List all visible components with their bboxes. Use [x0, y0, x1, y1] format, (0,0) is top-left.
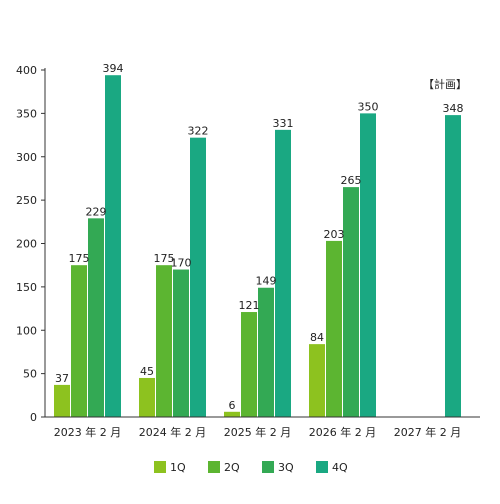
bar — [258, 287, 274, 417]
data-label: 37 — [55, 372, 69, 385]
bar — [343, 187, 359, 417]
bar — [173, 269, 189, 417]
y-tick-label: 0 — [30, 411, 37, 424]
data-label: 170 — [171, 257, 192, 270]
bar — [54, 384, 70, 417]
data-label: 348 — [443, 102, 464, 115]
bar — [326, 240, 342, 417]
data-label: 331 — [273, 117, 294, 130]
bar — [360, 113, 376, 417]
bar — [241, 312, 257, 417]
legend-label: 2Q — [224, 461, 240, 474]
legend-label: 4Q — [332, 461, 348, 474]
x-axis: 2023 年 2 月 2024 年 2 月 2025 年 2 月 2026 年 2 月… — [45, 416, 480, 439]
y-tick-label: 350 — [16, 107, 37, 120]
y-tick-label: 400 — [16, 64, 37, 77]
y-tick-label: 200 — [16, 238, 37, 251]
y-axis: 0 50 100 150 200 250 300 350 400 — [16, 64, 46, 424]
data-label: 175 — [69, 252, 90, 265]
annotation-label: 【計画】 — [423, 77, 467, 91]
bar — [139, 377, 155, 417]
y-tick-label: 150 — [16, 281, 37, 294]
bars — [54, 75, 461, 418]
bar — [224, 411, 240, 417]
data-label: 350 — [358, 100, 379, 113]
legend-swatch — [154, 461, 166, 473]
data-label: 84 — [310, 331, 324, 344]
x-tick-label: 2023 年 2 月 — [54, 425, 121, 439]
data-label: 149 — [256, 275, 277, 288]
y-tick-label: 300 — [16, 151, 37, 164]
legend-label: 3Q — [278, 461, 294, 474]
data-label: 121 — [239, 299, 260, 312]
x-tick-label: 2026 年 2 月 — [309, 425, 376, 439]
bar — [445, 115, 461, 418]
bar — [309, 344, 325, 417]
bar — [275, 129, 291, 418]
legend-swatch — [316, 461, 328, 473]
x-tick-label: 2025 年 2 月 — [224, 425, 291, 439]
data-label: 265 — [341, 174, 362, 187]
legend-swatch — [262, 461, 274, 473]
legend: 1Q 2Q 3Q 4Q — [154, 461, 348, 474]
data-label: 229 — [86, 205, 107, 218]
data-labels: 3717522939445175170322612114933184203265… — [55, 62, 464, 412]
data-label: 322 — [188, 125, 209, 138]
data-label: 203 — [324, 228, 345, 241]
bar — [71, 265, 87, 417]
y-tick-label: 100 — [16, 324, 37, 337]
data-label: 394 — [103, 62, 124, 75]
bar — [156, 265, 172, 417]
bar — [105, 75, 121, 417]
bar — [190, 137, 206, 418]
annotations: 【計画】 — [423, 77, 467, 91]
x-tick-label: 2024 年 2 月 — [139, 425, 206, 439]
bar — [88, 218, 104, 417]
y-tick-label: 50 — [23, 368, 37, 381]
data-label: 45 — [140, 365, 154, 378]
legend-swatch — [208, 461, 220, 473]
legend-label: 1Q — [170, 461, 186, 474]
y-tick-label: 250 — [16, 194, 37, 207]
x-tick-label: 2027 年 2 月 — [394, 425, 461, 439]
data-label: 175 — [154, 252, 175, 265]
data-label: 6 — [229, 399, 236, 412]
